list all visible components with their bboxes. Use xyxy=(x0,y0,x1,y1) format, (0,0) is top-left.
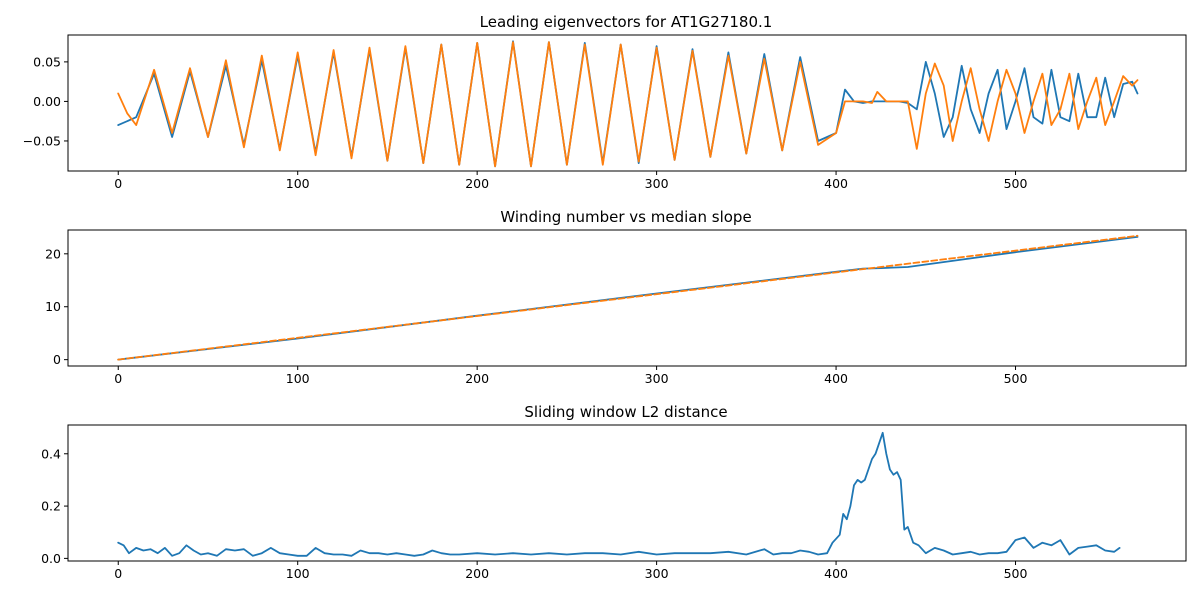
l2-distance-title: Sliding window L2 distance xyxy=(524,403,727,421)
winding-number-ytick-label-2: 20 xyxy=(45,246,61,261)
winding-number-series-2-line xyxy=(117,234,1139,361)
l2-distance-xtick-label-200: 200 xyxy=(465,566,489,581)
l2-distance-series-1-line xyxy=(117,431,1121,557)
winding-number-axes-frame xyxy=(67,229,1187,367)
l2-distance-panel: Sliding window L2 distance 0 100 200 300 400… xyxy=(41,403,1187,581)
eigenvectors-xtick-label-200: 200 xyxy=(465,176,489,191)
l2-distance-xtick-label-500: 500 xyxy=(1004,566,1028,581)
l2-distance-ytick-label-0: 0.0 xyxy=(41,551,61,566)
l2-distance-axes-frame xyxy=(67,424,1187,562)
eigenvectors-xtick-label-300: 300 xyxy=(645,176,669,191)
winding-number-xtick-label-300: 300 xyxy=(645,371,669,386)
eigenvectors-axes-frame xyxy=(67,34,1187,172)
winding-number-xtick-label-200: 200 xyxy=(465,371,489,386)
winding-number-xtick-label-400: 400 xyxy=(824,371,848,386)
winding-number-ytick-label-1: 10 xyxy=(45,299,61,314)
eigenvectors-xtick-label-0: 0 xyxy=(114,176,122,191)
winding-number-xtick-label-0: 0 xyxy=(114,371,122,386)
eigenvectors-title: Leading eigenvectors for AT1G27180.1 xyxy=(480,13,773,31)
eigenvectors-ytick-label-2: 0.05 xyxy=(33,54,61,69)
eigenvectors-series-2-line xyxy=(117,41,1139,168)
winding-number-title: Winding number vs median slope xyxy=(500,208,751,226)
winding-number-xtick-label-100: 100 xyxy=(286,371,310,386)
winding-number-xtick-label-500: 500 xyxy=(1004,371,1028,386)
eigenvectors-xtick-label-500: 500 xyxy=(1004,176,1028,191)
l2-distance-ytick-label-2: 0.4 xyxy=(41,446,61,461)
l2-distance-xtick-label-0: 0 xyxy=(114,566,122,581)
l2-distance-xtick-label-100: 100 xyxy=(286,566,310,581)
winding-number-ytick-label-0: 0 xyxy=(53,352,61,367)
eigenvectors-ytick-label-0: −0.05 xyxy=(23,133,61,148)
eigenvectors-ytick-label-1: 0.00 xyxy=(33,94,61,109)
l2-distance-xtick-label-400: 400 xyxy=(824,566,848,581)
l2-distance-ytick-label-1: 0.2 xyxy=(41,499,61,514)
eigenvectors-panel: Leading eigenvectors for AT1G27180.1 0 10… xyxy=(23,13,1187,191)
winding-number-panel: Winding number vs median slope 0 100 200 30… xyxy=(45,208,1187,386)
eigenvectors-xtick-label-400: 400 xyxy=(824,176,848,191)
l2-distance-xtick-label-300: 300 xyxy=(645,566,669,581)
eigenvectors-xtick-label-100: 100 xyxy=(286,176,310,191)
